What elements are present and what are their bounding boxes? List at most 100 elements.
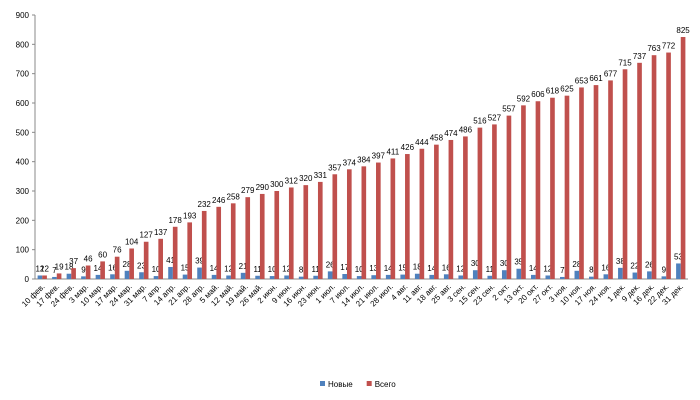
value-label: 592: [517, 94, 531, 103]
legend-label: Новые: [328, 380, 353, 389]
value-label: 15: [398, 264, 407, 273]
value-label: 14: [384, 264, 393, 273]
bar: [637, 62, 642, 280]
bar: [100, 261, 105, 279]
value-label: 14: [94, 264, 103, 273]
value-label: 426: [401, 143, 415, 152]
bar: [37, 275, 43, 279]
bar: [274, 191, 280, 279]
value-label: 127: [139, 231, 153, 240]
bar: [110, 274, 115, 279]
bar: [385, 274, 391, 279]
bar: [589, 276, 594, 279]
value-label: 8: [589, 266, 594, 275]
bar: [666, 52, 671, 280]
value-label: 18: [413, 263, 422, 272]
bar: [168, 266, 173, 279]
value-label: 320: [299, 174, 313, 183]
value-label: 30: [500, 259, 509, 268]
value-label: 12: [40, 264, 49, 273]
value-label: 486: [459, 125, 473, 134]
bar: [187, 222, 193, 279]
value-label: 527: [488, 113, 502, 122]
bar: [124, 270, 130, 279]
value-label: 246: [212, 196, 226, 205]
bar: [516, 268, 522, 279]
legend-swatch: [366, 381, 372, 386]
bar: [226, 275, 231, 279]
bar: [216, 206, 222, 279]
value-label: 23: [137, 261, 146, 270]
value-label: 16: [108, 263, 117, 272]
value-label: 300: [270, 180, 284, 189]
value-label: 11: [253, 265, 262, 274]
bar: [52, 276, 57, 279]
bar: [676, 263, 681, 279]
bar: [647, 271, 652, 279]
bar: [139, 272, 144, 279]
bar: [550, 97, 555, 279]
bar: [443, 274, 449, 279]
bar: [574, 270, 580, 279]
value-label: 41: [166, 256, 175, 265]
value-label: 14: [427, 264, 436, 273]
value-label: 474: [444, 129, 458, 138]
bar: [81, 276, 86, 279]
bar: [66, 273, 72, 279]
value-label: 11: [311, 265, 320, 274]
bar: [327, 271, 333, 279]
value-label: 397: [372, 152, 386, 161]
value-label: 9: [81, 265, 86, 274]
value-label: 357: [328, 163, 342, 172]
value-label: 825: [676, 26, 690, 35]
value-label: 137: [154, 228, 168, 237]
value-label: 10: [268, 265, 277, 274]
value-label: 39: [195, 257, 204, 266]
bar: [477, 127, 483, 279]
bar: [472, 270, 478, 279]
bar: [298, 276, 304, 279]
y-tick-label: 200: [16, 216, 30, 225]
bar: [259, 193, 265, 279]
value-label: 9: [662, 265, 667, 274]
value-label: 17: [340, 263, 349, 272]
bar: [371, 275, 377, 279]
value-label: 30: [471, 259, 480, 268]
bar: [603, 274, 609, 279]
bar: [95, 274, 101, 279]
value-label: 16: [601, 263, 610, 272]
value-label: 258: [227, 192, 241, 201]
value-label: 22: [630, 262, 639, 271]
value-label: 11: [486, 265, 495, 274]
bar: [545, 275, 551, 279]
bar: [201, 210, 207, 279]
bar: [269, 276, 275, 279]
bar: [230, 203, 236, 279]
y-tick-label: 500: [16, 128, 30, 137]
value-label: 737: [633, 52, 647, 61]
bar: [400, 274, 406, 279]
bar: [632, 272, 638, 279]
y-tick-label: 800: [16, 40, 30, 49]
value-label: 677: [604, 69, 618, 78]
bar: [535, 101, 541, 280]
value-label: 7: [560, 266, 565, 275]
value-label: 46: [84, 255, 93, 264]
y-tick-label: 700: [16, 70, 30, 79]
bar: [71, 268, 76, 279]
value-label: 8: [299, 266, 304, 275]
value-label: 12: [543, 264, 552, 273]
bar: [313, 275, 318, 279]
bar: [376, 162, 381, 279]
value-label: 279: [241, 186, 255, 195]
bar: [661, 276, 667, 279]
bar: [288, 187, 294, 279]
value-label: 232: [198, 200, 212, 209]
value-label: 13: [369, 264, 378, 273]
bar: [85, 265, 91, 279]
bar: [245, 197, 251, 279]
bar: [211, 274, 217, 279]
bar: [356, 276, 362, 279]
value-label: 60: [98, 250, 107, 259]
